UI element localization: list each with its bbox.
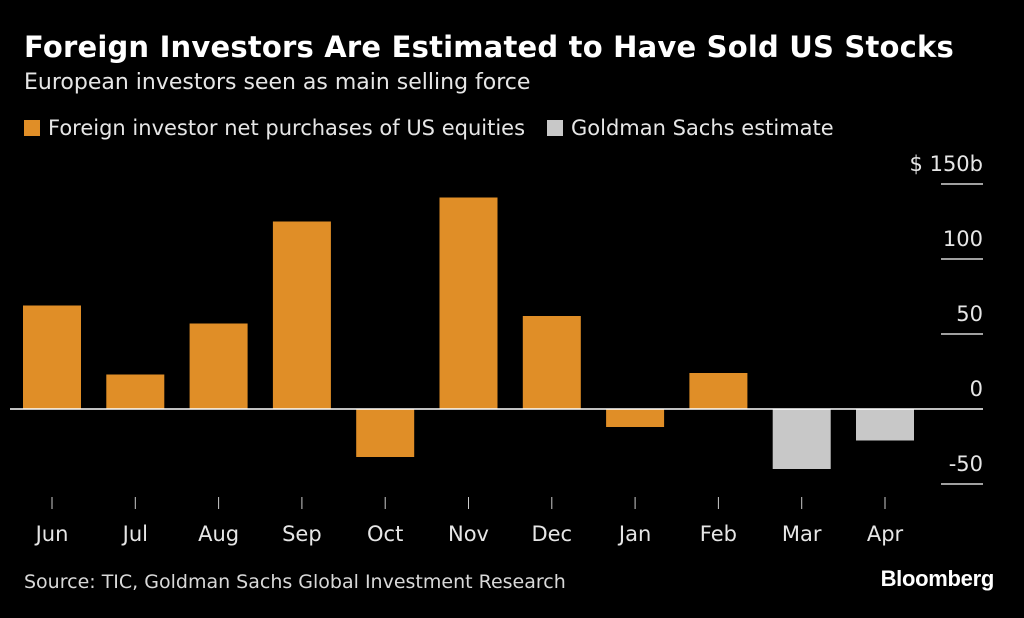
bar-jan (606, 409, 665, 427)
x-tick-label-oct: Oct (367, 522, 403, 546)
y-tick-label: -50 (949, 452, 983, 476)
bar-aug (189, 323, 248, 409)
legend-item-goldman-estimate: Goldman Sachs estimate (547, 116, 834, 140)
bar-dec (522, 316, 581, 409)
y-tick-label: $ 150b (910, 152, 983, 176)
x-tick-label-mar: Mar (782, 522, 822, 546)
x-tick-label-dec: Dec (531, 522, 572, 546)
legend-label-net-purchases: Foreign investor net purchases of US equ… (48, 116, 526, 140)
x-tick-label-jan: Jan (617, 522, 651, 546)
bar-feb (689, 373, 748, 409)
legend: Foreign investor net purchases of US equ… (24, 116, 856, 140)
source-note: Source: TIC, Goldman Sachs Global Invest… (24, 571, 566, 593)
x-tick-label-aug: Aug (198, 522, 239, 546)
bloomberg-logo: Bloomberg (880, 566, 995, 591)
y-tick-label: 0 (970, 377, 983, 401)
bar-nov (439, 197, 498, 409)
bar-oct (356, 409, 415, 457)
legend-swatch-goldman-estimate (547, 120, 564, 136)
x-tick-label-jun: Jun (34, 522, 69, 546)
legend-swatch-net-purchases (24, 120, 40, 136)
x-tick-label-nov: Nov (448, 522, 489, 546)
legend-item-net-purchases: Foreign investor net purchases of US equ… (24, 116, 525, 140)
x-tick-label-jul: Jul (121, 522, 148, 546)
y-tick-label: 100 (943, 227, 983, 251)
bar-jul (106, 374, 165, 409)
bar-apr (856, 409, 914, 441)
x-tick-label-feb: Feb (700, 522, 737, 546)
chart-title: Foreign Investors Are Estimated to Have … (24, 30, 954, 64)
legend-label-goldman-estimate: Goldman Sachs estimate (571, 116, 834, 140)
bar-jun (23, 305, 81, 409)
chart-subtitle: European investors seen as main selling … (24, 70, 531, 95)
x-tick-label-sep: Sep (282, 522, 322, 546)
bar-sep (272, 221, 331, 409)
y-tick-label: 50 (956, 302, 983, 326)
bar-mar (772, 409, 831, 469)
x-tick-label-apr: Apr (867, 522, 904, 546)
